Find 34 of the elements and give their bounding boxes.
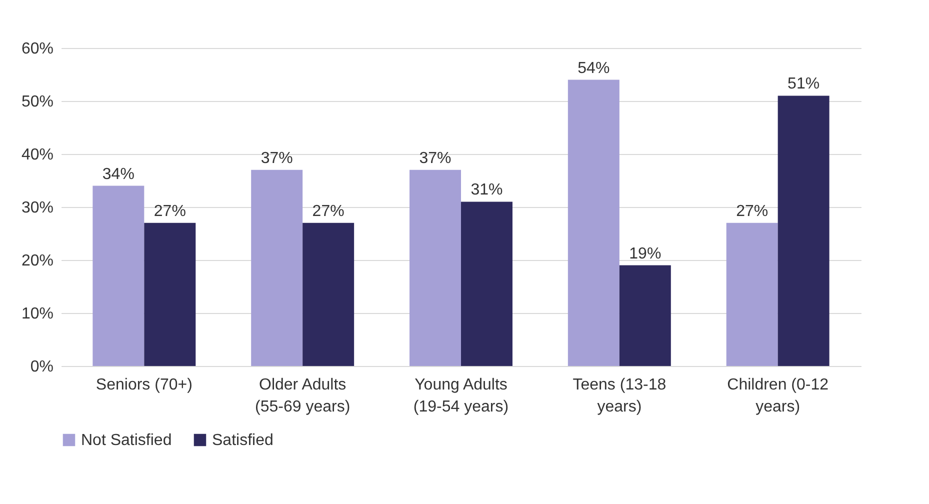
bar xyxy=(410,170,461,366)
legend-label: Not Satisfied xyxy=(81,432,172,449)
y-tick-label: 30% xyxy=(21,200,54,216)
x-tick-label: Seniors (70+) xyxy=(96,376,192,394)
data-label: 54% xyxy=(578,60,610,77)
legend-label: Satisfied xyxy=(212,432,274,449)
data-label: 19% xyxy=(629,245,662,262)
bar xyxy=(302,222,354,366)
data-label: 27% xyxy=(154,202,186,220)
bar xyxy=(726,222,778,366)
x-tick-label: Older Adults (55-69 years) xyxy=(255,376,350,416)
bar xyxy=(619,265,671,366)
y-tick-label: 60% xyxy=(21,40,54,58)
y-tick-label: 20% xyxy=(21,252,54,270)
y-tick-label: 40% xyxy=(21,146,54,164)
data-label: 27% xyxy=(736,202,768,220)
y-tick-label: 0% xyxy=(30,358,54,376)
data-label: 51% xyxy=(788,76,820,93)
x-tick-label: Teens (13-18 years) xyxy=(572,376,666,416)
data-label: 34% xyxy=(102,166,134,183)
bar xyxy=(568,80,620,366)
data-label: 31% xyxy=(470,182,503,199)
data-label: 37% xyxy=(419,150,452,167)
x-tick-label: Young Adults (19-54 years) xyxy=(413,376,509,416)
y-tick-label: 10% xyxy=(21,306,54,322)
y-tick-label: 50% xyxy=(21,94,54,110)
bar xyxy=(461,202,512,366)
bar xyxy=(92,186,144,366)
data-label: 27% xyxy=(312,202,344,220)
x-tick-label: Children (0-12 years) xyxy=(727,376,829,416)
data-label: 37% xyxy=(260,150,293,167)
bar xyxy=(778,96,830,366)
bar xyxy=(251,170,303,366)
bar xyxy=(144,222,196,366)
